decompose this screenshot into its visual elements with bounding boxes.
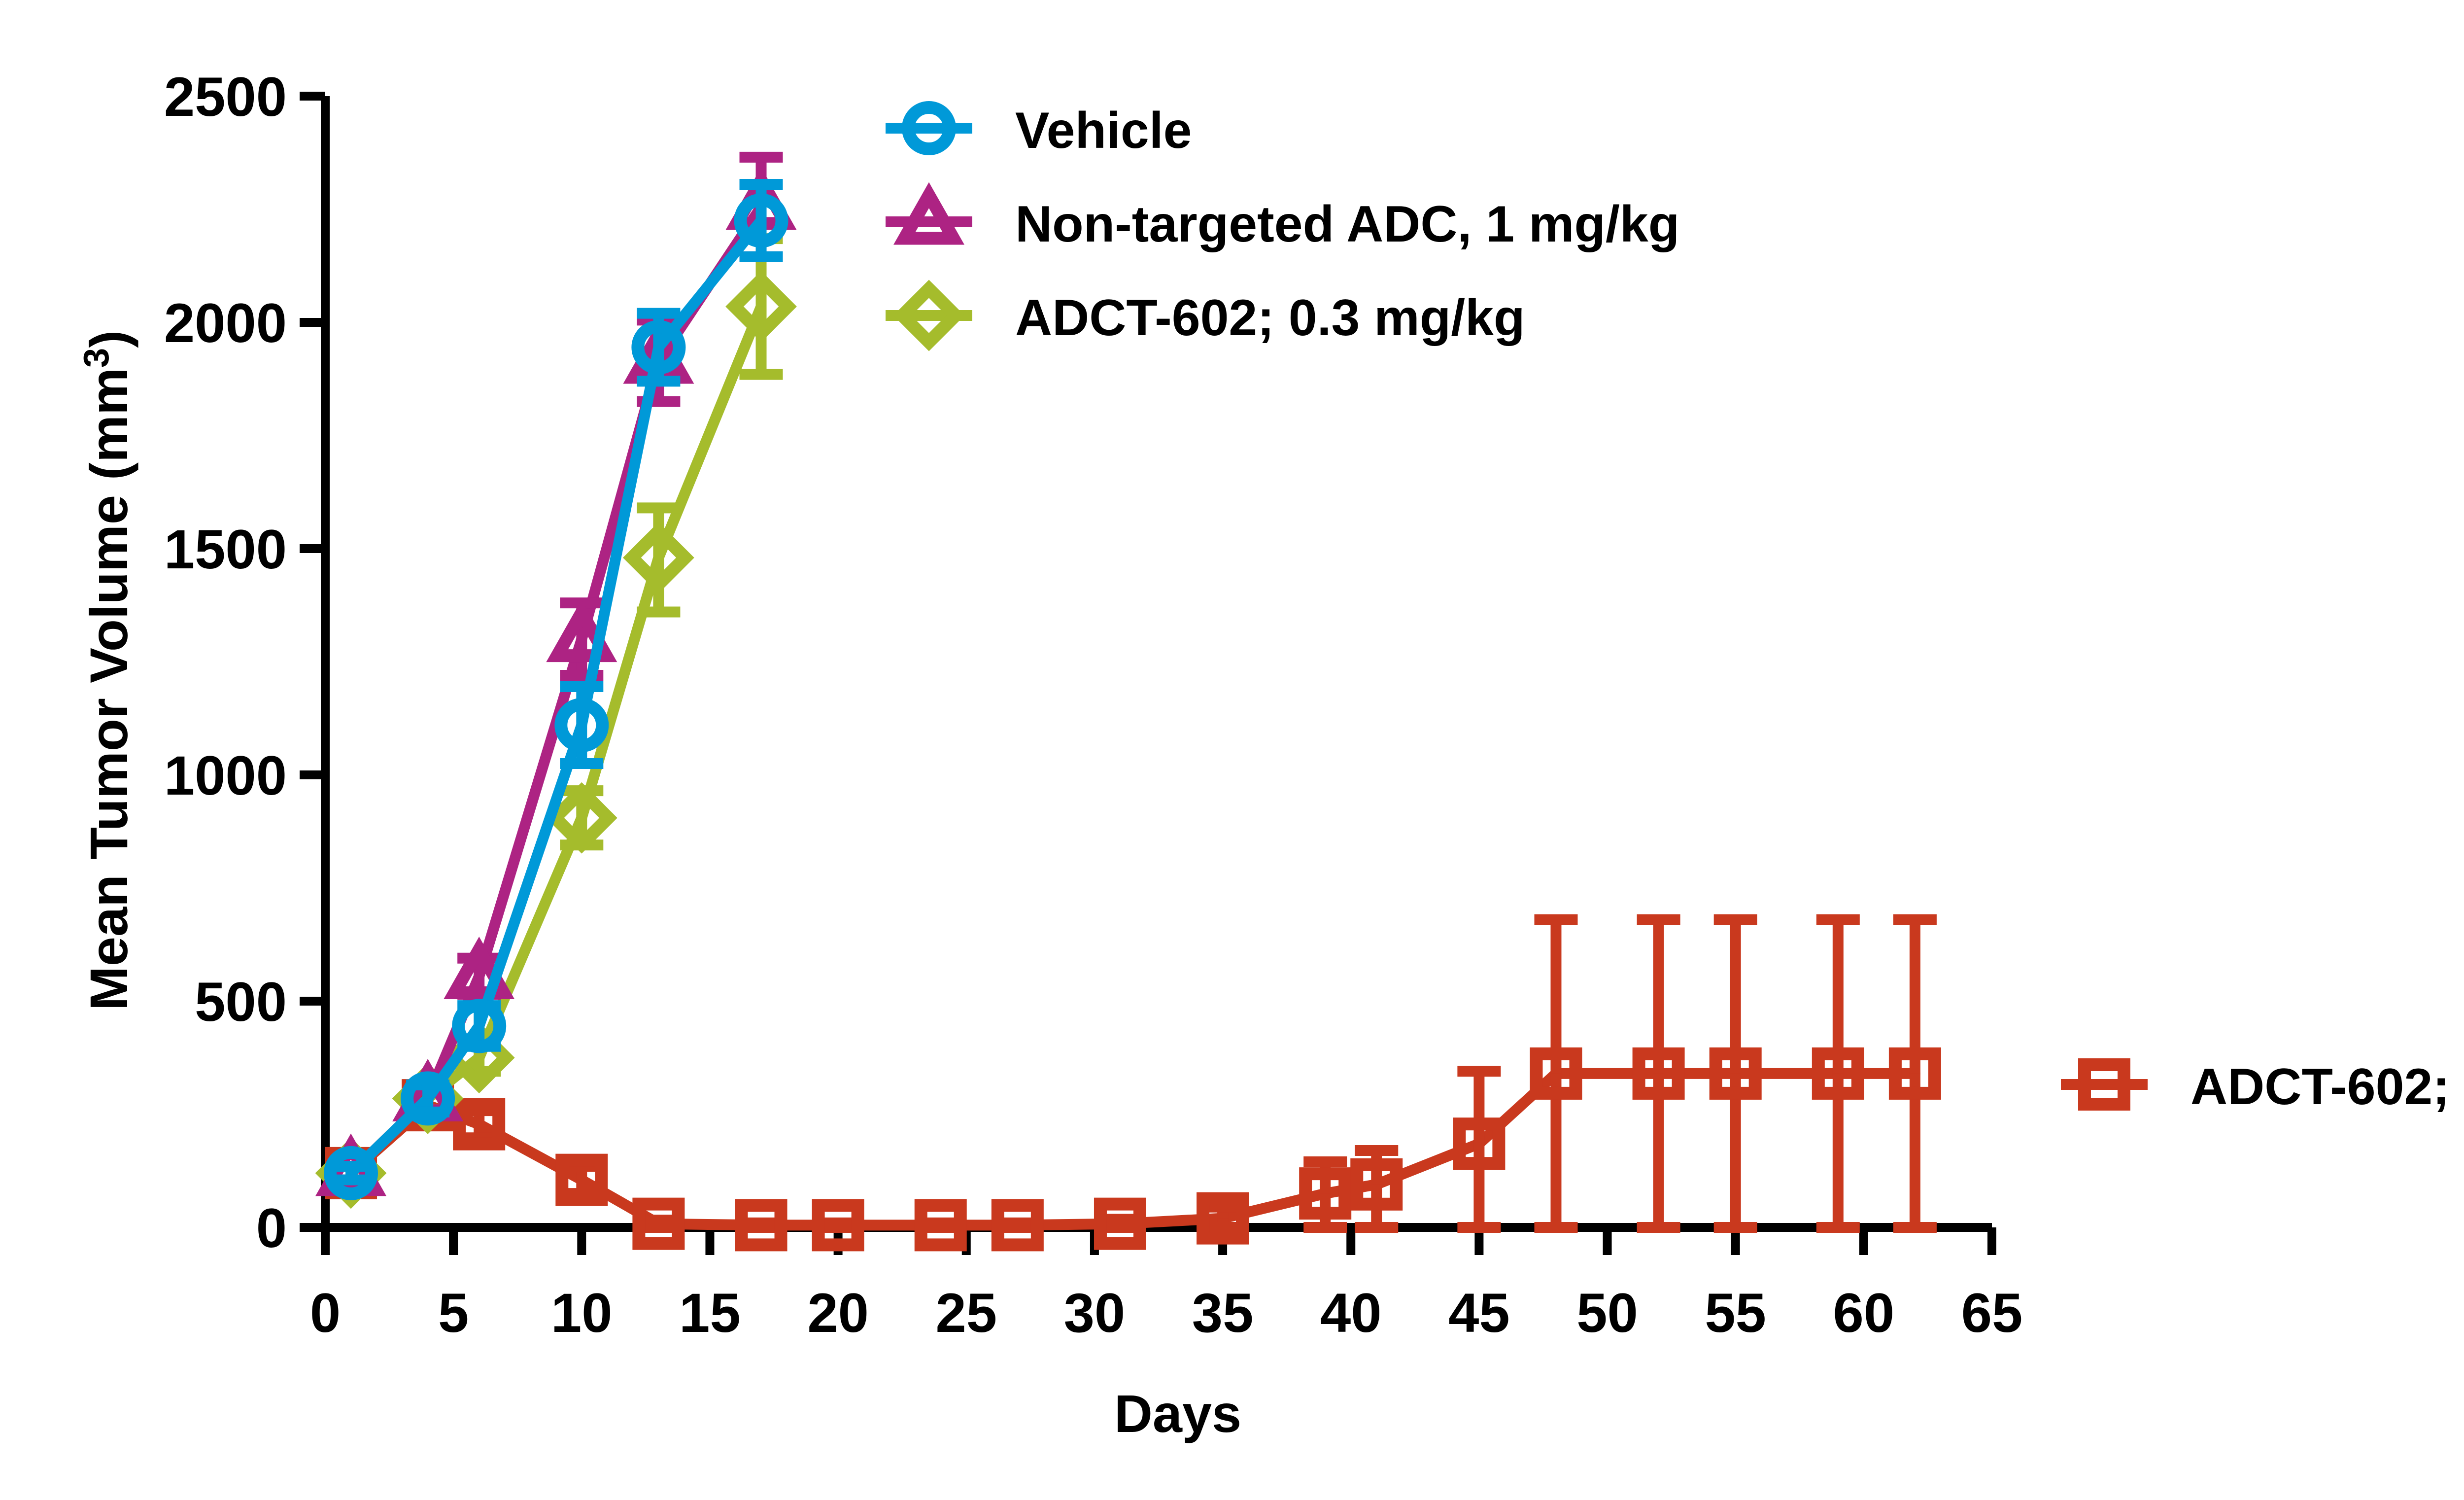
- data-point-marker-circle-open: [401, 1071, 455, 1126]
- x-tick-label: 20: [807, 1282, 869, 1344]
- data-point-marker-square-open: [632, 1197, 685, 1250]
- x-axis-title-text: Days: [1114, 1384, 1241, 1443]
- data-point-marker-square-open: [914, 1199, 967, 1252]
- legend-item-label: Non-targeted ADC, 1 mg/kg: [1015, 196, 1679, 253]
- x-axis-tick-labels: 0 5 10 15 20 25 30 35 40 45 50 55 60 65: [310, 1282, 2022, 1344]
- x-tick-label: 15: [679, 1282, 741, 1344]
- data-point-marker-square-open: [1888, 1047, 1941, 1100]
- data-point-marker-circle-open: [554, 698, 609, 753]
- x-tick-label: 35: [1192, 1282, 1254, 1344]
- data-point-marker-square-open: [453, 1098, 506, 1151]
- data-point-marker-circle-open: [902, 101, 956, 155]
- y-axis-title-close: ): [79, 330, 138, 348]
- data-point-marker-square-open: [1632, 1047, 1685, 1100]
- data-point-marker-square-open: [1812, 1047, 1864, 1100]
- data-point-marker-square-open: [1094, 1197, 1146, 1250]
- x-tick-label: 0: [310, 1282, 341, 1344]
- x-tick-label: 65: [1961, 1282, 2023, 1344]
- x-tick-label: 50: [1576, 1282, 1638, 1344]
- data-series-layer: [315, 151, 1941, 1252]
- error-bar: [637, 308, 681, 387]
- x-tick-label: 45: [1448, 1282, 1510, 1344]
- x-tick-label: 60: [1833, 1282, 1895, 1344]
- data-point-marker-square-open: [1709, 1047, 1762, 1100]
- axes: [300, 92, 1996, 1255]
- data-point-marker-square-open: [735, 1199, 787, 1252]
- data-point-marker-circle-open: [734, 193, 788, 248]
- data-point-marker-circle-open: [324, 1146, 378, 1200]
- y-tick-label: 1000: [164, 745, 287, 806]
- data-point-marker-square-open: [1197, 1192, 1249, 1245]
- data-point-marker-diamond-open: [623, 522, 694, 593]
- data-point-marker-diamond-open: [546, 782, 617, 854]
- x-tick-label: 10: [551, 1282, 613, 1344]
- data-point-marker-circle-open: [631, 320, 686, 375]
- data-point-marker-triangle-open: [893, 182, 965, 245]
- legend-item-vehicle[interactable]: Vehicle: [886, 101, 1192, 159]
- data-point-marker-square-open: [1453, 1117, 1506, 1170]
- x-tick-label: 25: [935, 1282, 997, 1344]
- svg-text:Mean Tumor Volume (mm3): Mean Tumor Volume (mm3): [77, 330, 138, 1011]
- x-tick-label: 40: [1320, 1282, 1382, 1344]
- y-tick-label: 500: [195, 971, 287, 1033]
- data-point-marker-square-open: [812, 1199, 864, 1252]
- data-point-marker-square-open: [555, 1153, 608, 1206]
- x-tick-label: 55: [1705, 1282, 1766, 1344]
- y-axis-title-superscript: 3: [77, 348, 116, 368]
- legend-item-adct-602-1-mg-kg[interactable]: ADCT-602; 1 mg/kg: [2061, 1058, 2464, 1116]
- series-vehicle: [324, 179, 788, 1200]
- data-point-marker-triangle-open: [444, 937, 515, 999]
- data-point-marker-square-open: [1350, 1158, 1403, 1211]
- y-tick-label: 2500: [164, 66, 287, 128]
- data-point-marker-square-open: [1530, 1047, 1582, 1100]
- x-axis-title: Days: [1114, 1384, 1241, 1443]
- legend-item-label: ADCT-602; 1 mg/kg: [2190, 1058, 2464, 1116]
- data-point-marker-square-open: [991, 1199, 1044, 1252]
- y-tick-label: 0: [256, 1197, 287, 1259]
- data-point-marker-triangle-open: [546, 599, 617, 663]
- y-axis-title-base: Mean Tumor Volume (mm: [79, 368, 138, 1011]
- y-axis-title: Mean Tumor Volume (mm3): [77, 330, 138, 1011]
- data-point-marker-circle-open: [452, 999, 507, 1053]
- legend-item-label: Vehicle: [1015, 102, 1192, 159]
- y-tick-label: 1500: [164, 519, 287, 580]
- legend-item-non-targeted-adc-1-mg-kg[interactable]: Non-targeted ADC, 1 mg/kg: [886, 182, 1679, 253]
- legend-item-adct-602-0-3-mg-kg[interactable]: ADCT-602; 0.3 mg/kg: [886, 279, 1525, 351]
- data-point-marker-square-open: [2078, 1058, 2130, 1111]
- series-adct-602-1-mg-kg: [325, 914, 1941, 1252]
- legend-item-label: ADCT-602; 0.3 mg/kg: [1015, 289, 1525, 347]
- y-tick-label: 2000: [164, 292, 287, 354]
- y-axis-tick-labels: 0 500 1000 1500 2000 2500: [164, 66, 287, 1259]
- legend-right: ADCT-602; 1 mg/kg: [2061, 1058, 2464, 1116]
- legend-inside: Vehicle Non-targeted ADC, 1 mg/kg ADCT-602…: [886, 101, 1679, 351]
- x-tick-label: 30: [1064, 1282, 1126, 1344]
- data-point-marker-diamond-open: [893, 279, 965, 351]
- x-tick-label: 5: [438, 1282, 469, 1344]
- data-point-marker-diamond-open: [725, 271, 797, 343]
- data-point-marker-square-open: [1299, 1167, 1352, 1220]
